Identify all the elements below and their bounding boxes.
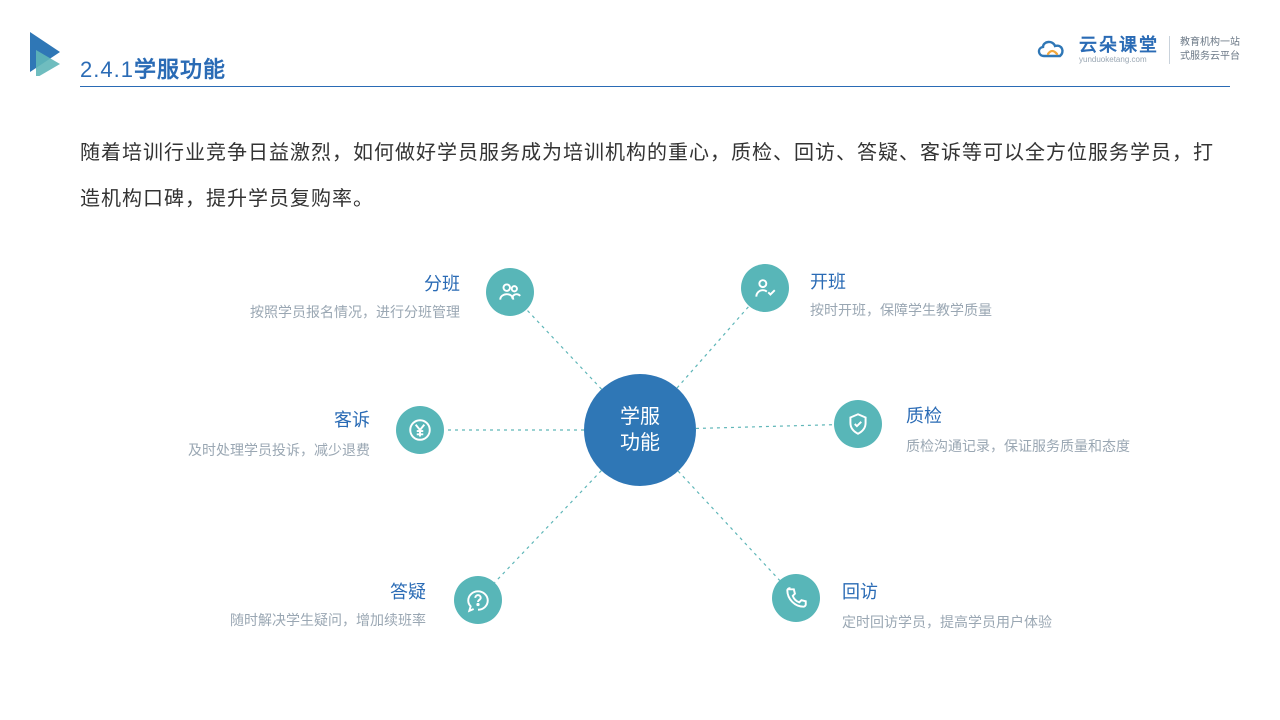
- logo-tagline-1: 教育机构一站: [1180, 36, 1240, 50]
- logo-domain: yunduoketang.com: [1079, 56, 1159, 64]
- logo-name-block: 云朵课堂 yunduoketang.com: [1079, 36, 1159, 64]
- node-zhijian-icon: [834, 400, 882, 448]
- node-kesu-desc: 及时处理学员投诉，减少退费: [188, 440, 370, 460]
- heading-title: 学服功能: [134, 57, 226, 82]
- node-huifang-icon: [772, 574, 820, 622]
- logo-tagline-2: 式服务云平台: [1180, 50, 1240, 64]
- node-dayi-desc: 随时解决学生疑问，增加续班率: [230, 610, 426, 630]
- node-fenban-title: 分班: [424, 270, 460, 296]
- node-kaiban-desc: 按时开班，保障学生教学质量: [810, 300, 992, 320]
- hub-spoke-diagram: 学服功能 分班按照学员报名情况，进行分班管理客诉及时处理学员投诉，减少退费答疑随时…: [0, 240, 1280, 700]
- node-kaiban-icon: [741, 264, 789, 312]
- slide: 2.4.1学服功能 云朵课堂 yunduoketang.com 教育机构一站 式…: [0, 0, 1280, 720]
- node-kesu-title: 客诉: [334, 406, 370, 432]
- corner-play-icon: [30, 32, 66, 76]
- node-dayi-title: 答疑: [390, 578, 426, 604]
- node-kaiban-title: 开班: [810, 268, 846, 294]
- logo-separator: [1169, 36, 1170, 64]
- center-node: 学服功能: [584, 374, 696, 486]
- node-huifang-desc: 定时回访学员，提高学员用户体验: [842, 612, 1052, 632]
- logo-tagline: 教育机构一站 式服务云平台: [1180, 36, 1240, 64]
- heading-underline: [80, 86, 1230, 87]
- logo-cn: 云朵课堂: [1079, 36, 1159, 54]
- node-fenban-desc: 按照学员报名情况，进行分班管理: [250, 302, 460, 322]
- heading-number: 2.4.1: [80, 57, 134, 82]
- node-kesu-icon: [396, 406, 444, 454]
- page-heading: 2.4.1学服功能: [80, 52, 226, 84]
- node-dayi-icon: [454, 576, 502, 624]
- node-fenban-icon: [486, 268, 534, 316]
- node-zhijian-title: 质检: [906, 402, 942, 428]
- intro-paragraph: 随着培训行业竞争日益激烈，如何做好学员服务成为培训机构的重心，质检、回访、答疑、…: [80, 130, 1220, 222]
- brand-logo: 云朵课堂 yunduoketang.com 教育机构一站 式服务云平台: [1035, 36, 1240, 64]
- node-zhijian-desc: 质检沟通记录，保证服务质量和态度: [906, 436, 1130, 456]
- cloud-logo-icon: [1035, 38, 1069, 62]
- node-huifang-title: 回访: [842, 578, 878, 604]
